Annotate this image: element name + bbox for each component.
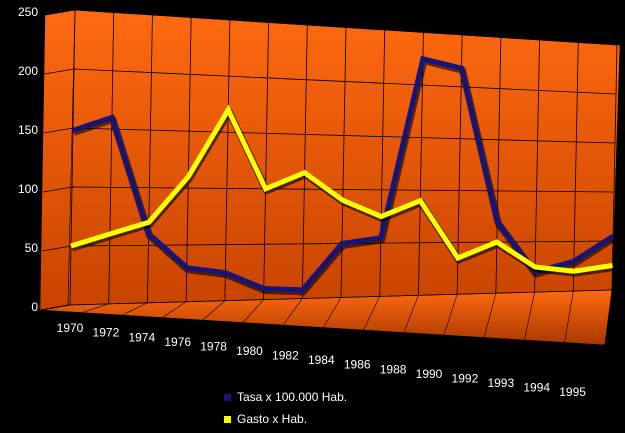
category-grid-line: [185, 17, 192, 302]
y-tick-label: 150: [18, 123, 38, 137]
category-grid-line: [340, 27, 347, 298]
floor-line: [604, 289, 613, 346]
y-tick-label: 0: [31, 300, 38, 314]
y-tick-label: 100: [18, 182, 38, 196]
legend-label: Tasa x 100.000 Hab.: [237, 390, 347, 404]
floor-line: [202, 300, 226, 321]
legend-swatch: [224, 394, 231, 401]
category-grid-line: [108, 12, 115, 304]
y-tick-label: 50: [25, 241, 39, 255]
series-line: [70, 104, 613, 274]
floor-line: [82, 303, 109, 313]
grid: [41, 9, 618, 346]
floor-line: [403, 295, 419, 333]
category-grid-line: [611, 44, 618, 291]
x-tick-label: 1970: [57, 321, 84, 335]
x-tick-label: 1982: [272, 349, 299, 363]
floor-line: [483, 293, 497, 338]
floor-line: [162, 301, 187, 318]
x-tick-label: 1992: [452, 371, 479, 385]
category-grid-line: [69, 9, 76, 306]
marks: [70, 55, 616, 296]
floor-line: [443, 294, 458, 336]
x-tick-label: 1986: [344, 358, 371, 372]
category-grid-line: [224, 19, 231, 301]
y-tick-label: 250: [18, 5, 38, 19]
x-tick-label: 1984: [308, 353, 335, 367]
category-grid-line: [534, 39, 540, 293]
x-tick-label: 1995: [559, 385, 586, 399]
x-tick-label: 1980: [236, 344, 263, 358]
category-grid-line: [147, 14, 153, 303]
legend-swatch: [224, 416, 231, 423]
floor-line: [323, 297, 342, 328]
x-tick-label: 1993: [487, 376, 514, 390]
floor-line: [41, 304, 71, 311]
x-tick-label: 1972: [93, 326, 120, 340]
x-tick-label: 1994: [523, 381, 550, 395]
floor-line: [363, 296, 380, 331]
category-grid-line: [263, 22, 269, 300]
category-grid-line: [301, 24, 308, 299]
category-grid-line: [495, 37, 502, 294]
series-line: [72, 55, 615, 293]
labels: 0 50 100 150 200 250 1970 1972 1974 1976 1978 1980 1…: [18, 5, 586, 426]
x-tick-label: 1974: [128, 330, 155, 344]
category-grid-line: [572, 42, 579, 292]
x-tick-label: 1988: [380, 362, 407, 376]
floor-line: [564, 291, 574, 343]
floor-line: [122, 302, 148, 316]
category-grid-line: [379, 29, 386, 297]
x-tick-label: 1990: [416, 367, 443, 381]
x-tick-label: 1978: [200, 339, 227, 353]
floor-line: [242, 299, 264, 323]
legend-label: Gasto x Hab.: [237, 412, 307, 426]
floor-line: [524, 292, 535, 341]
floor-line: [282, 298, 303, 326]
y-tick-label: 200: [18, 64, 38, 78]
x-tick-label: 1976: [164, 335, 191, 349]
